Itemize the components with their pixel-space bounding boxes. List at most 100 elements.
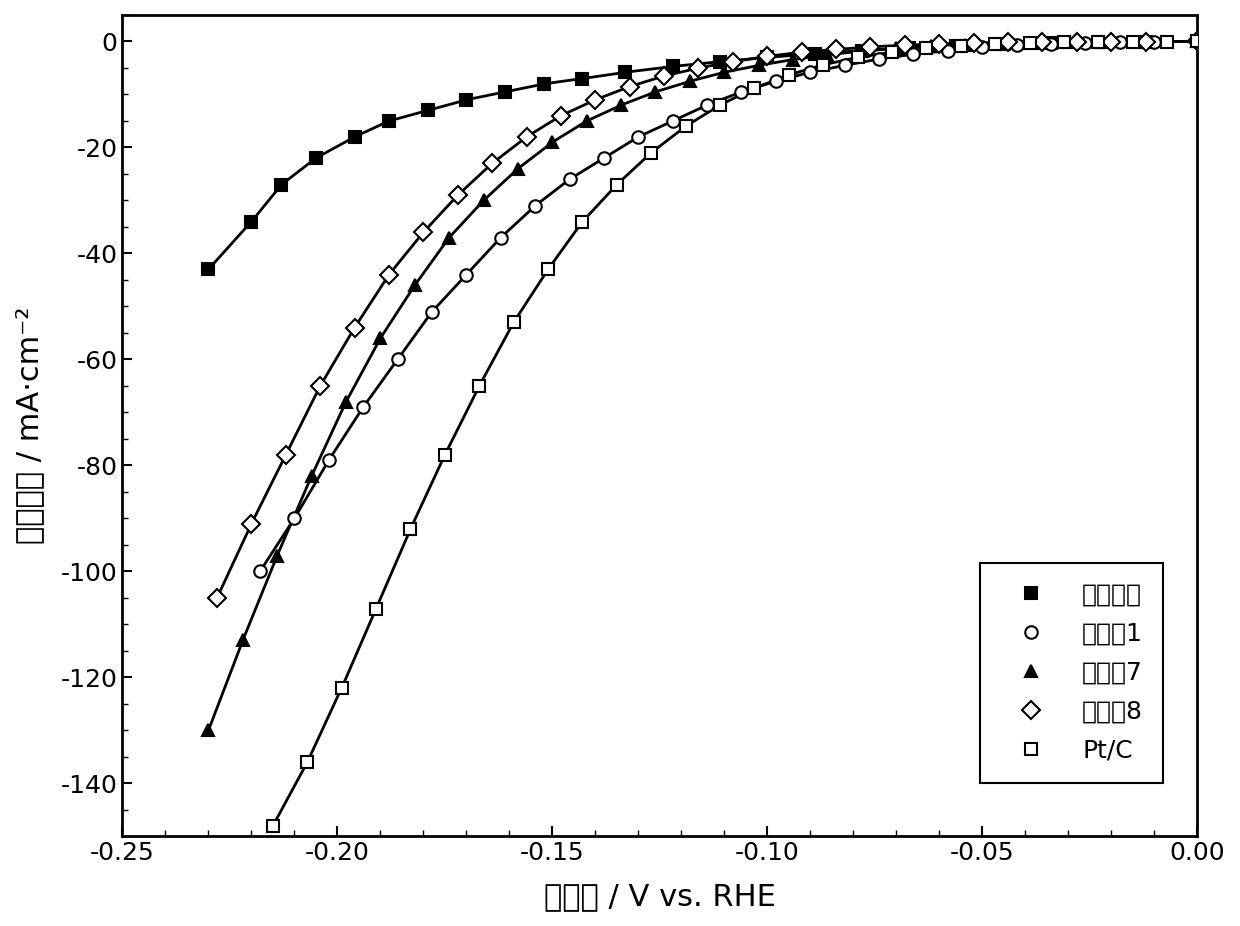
- Pt/C: [335, 682, 350, 694]
- Line: 对比样1: 对比样1: [254, 35, 1204, 578]
- 镍纳米片: [1091, 37, 1106, 48]
- 对比样1: [1078, 37, 1092, 48]
- 对比样1: [1189, 36, 1204, 47]
- 对比样1: [459, 269, 474, 281]
- 镍纳米片: [1044, 38, 1059, 49]
- 镍纳米片: [713, 56, 728, 68]
- Pt/C: [816, 59, 831, 70]
- 对比样8: [828, 44, 843, 55]
- 对比样7: [441, 232, 456, 244]
- 对比样8: [863, 42, 878, 53]
- Pt/C: [851, 52, 866, 63]
- Pt/C: [438, 449, 453, 460]
- Pt/C: [541, 264, 556, 275]
- 镍纳米片: [1189, 36, 1204, 47]
- 对比样1: [769, 76, 784, 87]
- 镍纳米片: [901, 43, 916, 54]
- 对比样7: [649, 86, 663, 97]
- 对比样8: [657, 70, 672, 81]
- 镍纳米片: [618, 67, 632, 78]
- Pt/C: [678, 120, 693, 131]
- Line: 镍纳米片: 镍纳米片: [202, 35, 1204, 276]
- 对比样8: [244, 519, 259, 530]
- 对比样8: [966, 37, 981, 48]
- 对比样7: [1189, 36, 1204, 47]
- 镍纳米片: [497, 86, 512, 97]
- 对比样1: [1009, 40, 1024, 51]
- 对比样1: [424, 307, 439, 318]
- 对比样7: [511, 163, 526, 174]
- 对比样7: [854, 45, 869, 56]
- 镍纳米片: [996, 39, 1011, 50]
- 镍纳米片: [459, 94, 474, 106]
- 镍纳米片: [949, 40, 963, 51]
- 对比样8: [931, 38, 946, 49]
- 对比样8: [347, 322, 362, 333]
- 对比样8: [795, 46, 810, 57]
- Pt/C: [919, 43, 934, 54]
- 对比样7: [786, 54, 801, 65]
- 对比样8: [1069, 36, 1084, 47]
- Pt/C: [506, 317, 521, 328]
- 对比样8: [898, 40, 913, 51]
- 对比样1: [837, 60, 852, 71]
- 镍纳米片: [536, 79, 551, 90]
- 对比样7: [751, 60, 766, 71]
- 对比样8: [1189, 36, 1204, 47]
- 对比样8: [553, 110, 568, 121]
- 镍纳米片: [201, 264, 216, 275]
- Legend: 镍纳米片, 对比样1, 对比样7, 对比样8, Pt/C: 镍纳米片, 对比样1, 对比样7, 对比样8, Pt/C: [980, 563, 1163, 782]
- Line: Pt/C: Pt/C: [267, 35, 1204, 832]
- 对比样7: [339, 396, 353, 407]
- 对比样7: [476, 195, 491, 206]
- 对比样8: [278, 449, 293, 460]
- 镍纳米片: [854, 45, 869, 56]
- 对比样8: [760, 51, 775, 62]
- 对比样8: [1104, 36, 1118, 47]
- Pt/C: [746, 82, 761, 94]
- 对比样8: [622, 81, 637, 92]
- 对比样1: [286, 513, 301, 524]
- 对比样8: [520, 131, 534, 143]
- 对比样7: [924, 41, 939, 52]
- 对比样7: [201, 725, 216, 736]
- 对比样8: [1001, 37, 1016, 48]
- Pt/C: [988, 39, 1003, 50]
- 镍纳米片: [760, 52, 775, 63]
- Pt/C: [471, 381, 486, 392]
- 镍纳米片: [309, 153, 324, 164]
- 镍纳米片: [420, 105, 435, 116]
- 对比样1: [528, 200, 543, 211]
- 对比样7: [579, 116, 594, 127]
- Pt/C: [781, 69, 796, 81]
- 对比样7: [717, 67, 732, 78]
- Pt/C: [884, 46, 899, 57]
- Pt/C: [644, 147, 658, 158]
- 镍纳米片: [382, 116, 397, 127]
- 对比样7: [304, 470, 319, 482]
- 对比样1: [494, 232, 508, 244]
- 对比样1: [253, 566, 268, 577]
- Pt/C: [1091, 36, 1106, 47]
- Pt/C: [575, 216, 590, 227]
- 对比样8: [725, 56, 740, 68]
- 对比样1: [975, 42, 990, 53]
- 对比样8: [450, 190, 465, 201]
- 对比样1: [734, 86, 749, 97]
- 对比样7: [614, 99, 629, 110]
- 对比样7: [820, 49, 835, 60]
- Pt/C: [300, 757, 315, 768]
- Pt/C: [265, 820, 280, 832]
- 对比样1: [699, 99, 714, 110]
- 对比样1: [1044, 38, 1059, 49]
- 对比样8: [1035, 36, 1050, 47]
- 对比样8: [382, 269, 397, 281]
- 对比样1: [802, 67, 817, 78]
- Line: 对比样8: 对比样8: [211, 35, 1204, 605]
- 对比样1: [872, 54, 887, 65]
- 对比样8: [588, 94, 603, 106]
- 对比样1: [321, 455, 336, 466]
- Pt/C: [368, 603, 383, 614]
- Line: 对比样7: 对比样7: [202, 35, 1204, 737]
- 对比样1: [1112, 36, 1127, 47]
